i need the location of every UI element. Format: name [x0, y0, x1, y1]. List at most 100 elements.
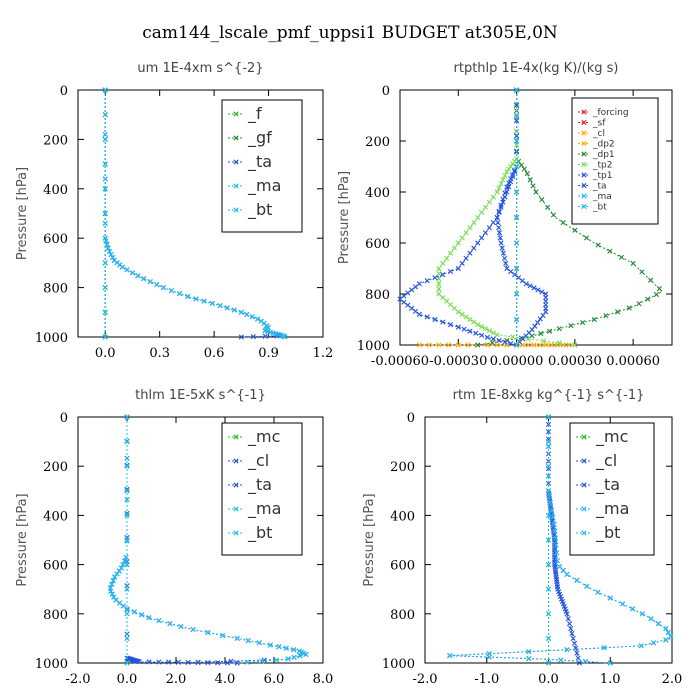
data-point [550, 212, 557, 218]
data-point [537, 316, 543, 322]
data-point [401, 293, 407, 299]
legend-marker [581, 506, 587, 512]
data-point [473, 330, 479, 336]
data-point [471, 245, 477, 251]
data-point [552, 535, 559, 541]
data-point [510, 334, 516, 340]
data-point [465, 342, 471, 348]
x-tick-label: -2.0 [412, 672, 437, 687]
data-point [436, 265, 442, 272]
legend-label: _cl [592, 129, 605, 139]
data-point [564, 647, 570, 653]
data-point [572, 227, 578, 233]
data-point [405, 290, 411, 296]
data-point [440, 260, 446, 266]
data-point [548, 342, 555, 348]
data-point [543, 309, 549, 315]
data-point [495, 220, 501, 226]
x-tick-label: 0.00000 [490, 354, 544, 369]
data-point [548, 507, 555, 514]
data-point [526, 649, 532, 655]
data-point [500, 177, 506, 183]
data-point [102, 176, 108, 182]
data-point [560, 567, 566, 574]
data-point [124, 538, 130, 544]
data-point [618, 254, 625, 260]
data-point [545, 421, 552, 427]
y-tick-label: 0 [407, 411, 415, 426]
figure-title: cam144_lscale_pmf_uppsi1 BUDGET at305E,0… [142, 23, 558, 43]
data-point [416, 281, 423, 287]
y-tick-label: 600 [43, 559, 68, 574]
data-point [108, 588, 114, 594]
plot-frame [77, 89, 324, 338]
x-tick-label: 0.3 [149, 346, 170, 361]
data-point [656, 286, 662, 292]
y-tick-label: 400 [43, 183, 68, 198]
data-point [502, 339, 508, 345]
x-tick-label: 6.0 [264, 672, 285, 687]
data-point [518, 162, 525, 168]
legend-label: _tp1 [592, 171, 612, 181]
data-point [537, 342, 543, 348]
data-point [653, 291, 660, 298]
data-point [146, 615, 152, 621]
data-point [102, 210, 108, 217]
data-point [190, 626, 196, 633]
data-point [575, 655, 581, 661]
data-point [102, 260, 108, 266]
panel-3: thlm 1E-5xK s^{-1} Pressure [hPa] 0 200 400 6… [15, 388, 333, 687]
data-point [467, 225, 473, 231]
data-point [568, 625, 574, 632]
data-point [102, 161, 108, 167]
data-point [584, 583, 590, 589]
data-point [121, 558, 128, 564]
data-point [124, 611, 130, 617]
y-tick-label: 0 [60, 84, 68, 99]
data-point [467, 316, 473, 323]
data-point [636, 301, 642, 307]
data-point [490, 220, 496, 226]
data-point [175, 659, 182, 665]
data-point [526, 655, 532, 662]
data-point [409, 287, 415, 293]
data-point [205, 660, 211, 666]
data-point [475, 342, 481, 348]
data-point [424, 278, 430, 284]
data-point [513, 163, 520, 170]
y-axis-label: Pressure [hPa] [337, 171, 352, 264]
data-point [447, 302, 454, 308]
data-point [607, 595, 613, 601]
data-point [436, 286, 442, 292]
legend-label: _ma [592, 192, 612, 202]
data-point [426, 342, 432, 348]
data-point [124, 537, 130, 543]
data-point [513, 316, 520, 323]
data-point [494, 342, 500, 348]
data-point [486, 654, 492, 660]
data-point [416, 342, 423, 348]
data-point [663, 637, 669, 643]
data-point [498, 181, 504, 187]
legend-marker [233, 458, 239, 464]
data-point [224, 305, 230, 311]
y-tick-label: 200 [390, 460, 415, 475]
data-point [497, 235, 503, 241]
y-tick-label: 200 [43, 460, 68, 475]
legend-marker [581, 130, 587, 136]
data-point [607, 248, 613, 254]
data-point [156, 659, 162, 665]
data-point [124, 635, 130, 641]
data-point [471, 319, 477, 325]
data-point [156, 618, 162, 624]
y-tick-label: 400 [390, 509, 415, 524]
data-point [135, 273, 141, 279]
data-point [545, 512, 552, 518]
data-point [124, 562, 130, 568]
legend-marker [233, 506, 239, 512]
data-point [521, 166, 527, 172]
data-point [663, 625, 669, 632]
data-point [550, 514, 556, 520]
data-point [440, 319, 446, 325]
data-point [249, 314, 255, 320]
